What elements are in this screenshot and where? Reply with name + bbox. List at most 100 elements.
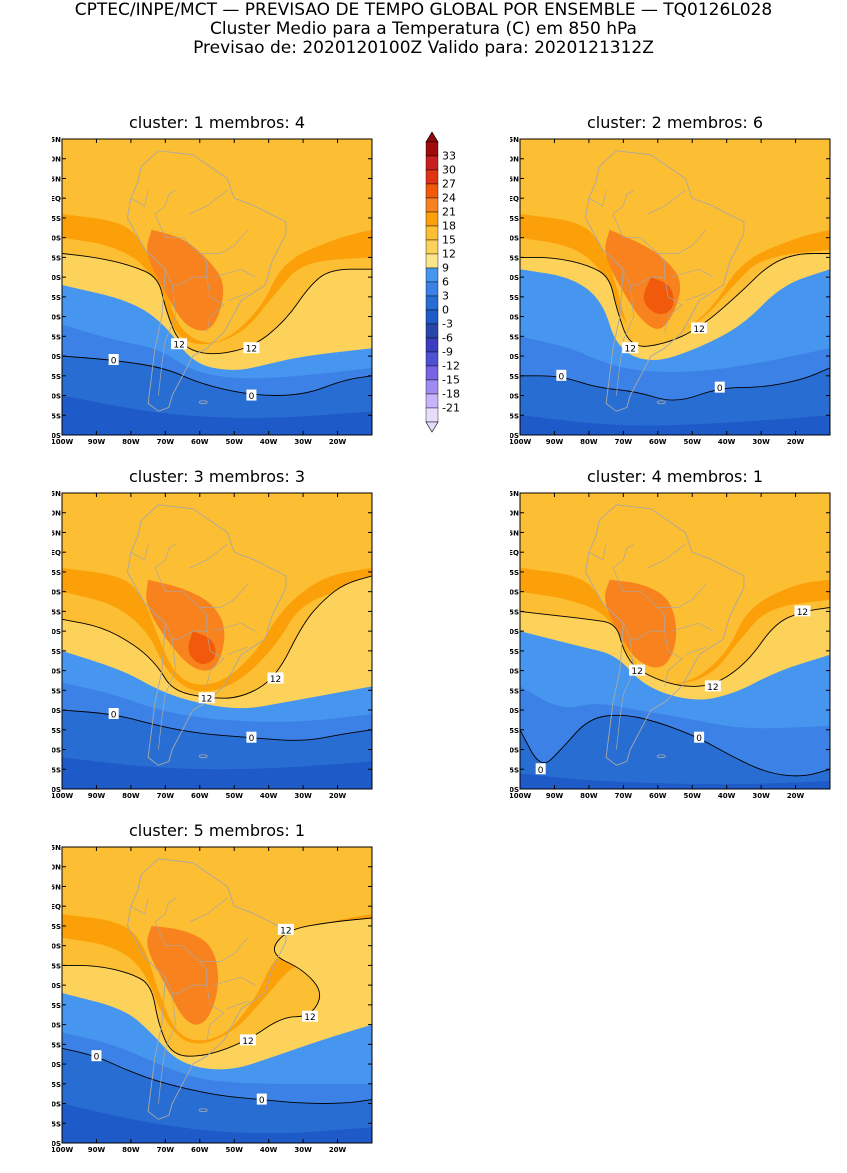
falkland-islands [656, 400, 666, 405]
lat-label: 5S [52, 923, 61, 931]
band-m3 [520, 415, 830, 435]
lat-label: 25S [510, 648, 519, 656]
lat-label: 60S [510, 786, 519, 794]
plot-frame [519, 492, 831, 790]
lon-label: 50W [225, 1146, 243, 1154]
colorbar-label: -12 [442, 360, 460, 373]
lon-label: 70W [157, 792, 175, 800]
lat-label: 35S [510, 333, 519, 341]
contour-label-box [622, 342, 639, 354]
lat-label: EQ [52, 549, 61, 557]
colorbar-box [425, 351, 439, 367]
temperature-map: 12 12 0 0 15N 10N 5N EQ 5S 10S 15S 20S 25S 30S 35S 40S 4… [510, 136, 831, 446]
country-border [227, 292, 249, 302]
lon-label: 50W [683, 792, 701, 800]
lat-label: 40S [52, 1061, 61, 1069]
contour-label-box [704, 680, 721, 692]
lat-label: 20S [52, 628, 61, 636]
country-border [213, 268, 256, 278]
lon-label: 30W [752, 438, 770, 446]
contour-label-box [535, 763, 546, 775]
falkland-islands [198, 1108, 208, 1113]
lat-label: 35S [510, 687, 519, 695]
contour-label-box [302, 1010, 318, 1022]
colorbar-label: 27 [442, 178, 456, 191]
lat-label: 25S [52, 294, 61, 302]
contour-label-box [240, 1034, 256, 1046]
lat-label: 5N [52, 529, 61, 537]
falkland-islands [656, 754, 666, 759]
country-border [227, 646, 249, 656]
band-0 [62, 1048, 372, 1143]
contour-label: 0 [111, 711, 117, 721]
lat-label: 55S [52, 412, 61, 420]
contour-label-box [277, 923, 294, 935]
lat-label: 45S [510, 373, 519, 381]
contour-0 [520, 714, 830, 777]
country-border [616, 284, 635, 396]
country-border [213, 622, 256, 632]
contour-label: 12 [304, 1013, 315, 1023]
colorbar-label: 6 [442, 276, 449, 289]
lat-label: 30S [52, 668, 61, 676]
lon-label: 40W [260, 792, 278, 800]
lat-label: 5N [52, 883, 61, 891]
lat-label: 60S [52, 786, 61, 794]
colorbar-box [425, 267, 439, 283]
colorbar-box [425, 407, 439, 423]
contour-label: 12 [707, 683, 718, 693]
country-border [588, 544, 607, 561]
lat-label: 40S [52, 353, 61, 361]
lat-label: 25S [52, 648, 61, 656]
country-border [647, 544, 686, 569]
contour-label: 0 [111, 357, 117, 367]
lat-label: 15N [52, 844, 61, 852]
lat-label: 55S [52, 1120, 61, 1128]
contour-label: 12 [797, 608, 808, 618]
country-border [227, 1000, 249, 1010]
country-border [206, 277, 225, 333]
colorbar-box [425, 225, 439, 241]
lat-label: 55S [510, 766, 519, 774]
lon-label: 90W [546, 438, 564, 446]
contour-label-box [556, 369, 567, 381]
lat-label: 50S [510, 747, 519, 755]
lat-label: 10N [52, 864, 61, 872]
contour-label: 12 [631, 667, 642, 677]
contour-label: 0 [717, 384, 723, 394]
colorbar-top-arrow [425, 131, 439, 143]
contour-label-box [198, 692, 215, 704]
lon-label: 90W [88, 792, 106, 800]
colorbar-label: 33 [442, 150, 456, 163]
lon-label: 40W [260, 1146, 278, 1154]
band-m3 [62, 395, 372, 435]
lat-label: 20S [510, 628, 519, 636]
lat-label: 10S [52, 235, 61, 243]
country-border [612, 543, 666, 640]
lon-label: 100W [510, 792, 531, 800]
country-border [664, 631, 683, 687]
lon-label: 100W [52, 792, 73, 800]
lat-label: EQ [510, 195, 519, 203]
country-border [206, 631, 225, 687]
map-panel-cluster-5: cluster: 5 membros: 1 12 12 12 0 0 15N 10N 5N EQ… [52, 821, 382, 1166]
lat-label: 45S [52, 1081, 61, 1089]
south-america-coastline [126, 858, 287, 1120]
lat-label: 50S [52, 747, 61, 755]
band-m3 [62, 1103, 372, 1143]
colorbar-label: 15 [442, 234, 456, 247]
lat-label: 10S [510, 235, 519, 243]
lat-label: 10N [510, 156, 519, 164]
country-border [612, 189, 666, 286]
band-0 [520, 715, 830, 789]
contour-label: 0 [558, 372, 564, 382]
plot-area: 12 12 0 0 [62, 139, 372, 435]
colorbar-box [425, 337, 439, 353]
lat-label: 45S [510, 727, 519, 735]
contour-label: 0 [249, 392, 255, 402]
lon-label: 50W [683, 438, 701, 446]
country-border [657, 583, 707, 608]
lon-label: 20W [787, 792, 805, 800]
south-america-coastline [126, 150, 287, 412]
lat-label: 60S [510, 432, 519, 440]
